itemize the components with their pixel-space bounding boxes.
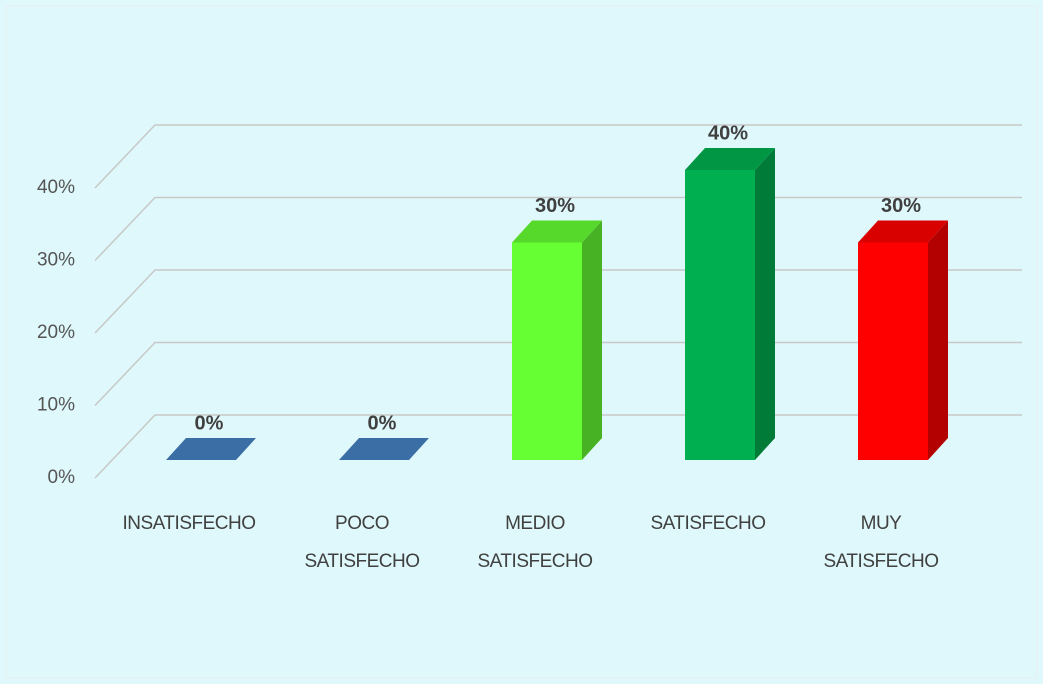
y-tick-label: 40% bbox=[37, 177, 75, 198]
value-label: 0% bbox=[368, 412, 397, 434]
bar bbox=[512, 243, 582, 461]
x-tick-label: MEDIO SATISFECHO bbox=[435, 505, 635, 581]
bar bbox=[858, 243, 928, 461]
y-tick-label: 0% bbox=[48, 467, 76, 488]
grid-line bbox=[95, 125, 1022, 188]
value-label: 40% bbox=[708, 122, 748, 144]
y-tick-label: 10% bbox=[37, 395, 75, 416]
value-label: 30% bbox=[535, 195, 575, 217]
chart: 0% 10% 20% 30% 40% 0% 0% 30% 40% 30% bbox=[0, 0, 1043, 684]
x-tick-label: SATISFECHO bbox=[608, 505, 808, 543]
bar bbox=[166, 438, 256, 460]
x-tick-label: MUY SATISFECHO bbox=[781, 505, 981, 581]
bar bbox=[685, 170, 755, 460]
page: 0% 10% 20% 30% 40% 0% 0% 30% 40% 30% INSATISFECHO… bbox=[0, 0, 1043, 684]
value-label: 0% bbox=[195, 412, 224, 434]
x-tick-label: POCO SATISFECHO bbox=[262, 505, 462, 581]
bar-side bbox=[582, 221, 602, 461]
value-label: 30% bbox=[881, 195, 921, 217]
x-tick-label: INSATISFECHO bbox=[89, 505, 289, 543]
y-tick-label: 30% bbox=[37, 250, 75, 271]
y-tick-label: 20% bbox=[37, 322, 75, 343]
bar-side bbox=[928, 221, 948, 461]
bar-side bbox=[755, 148, 775, 460]
bar bbox=[339, 438, 429, 460]
